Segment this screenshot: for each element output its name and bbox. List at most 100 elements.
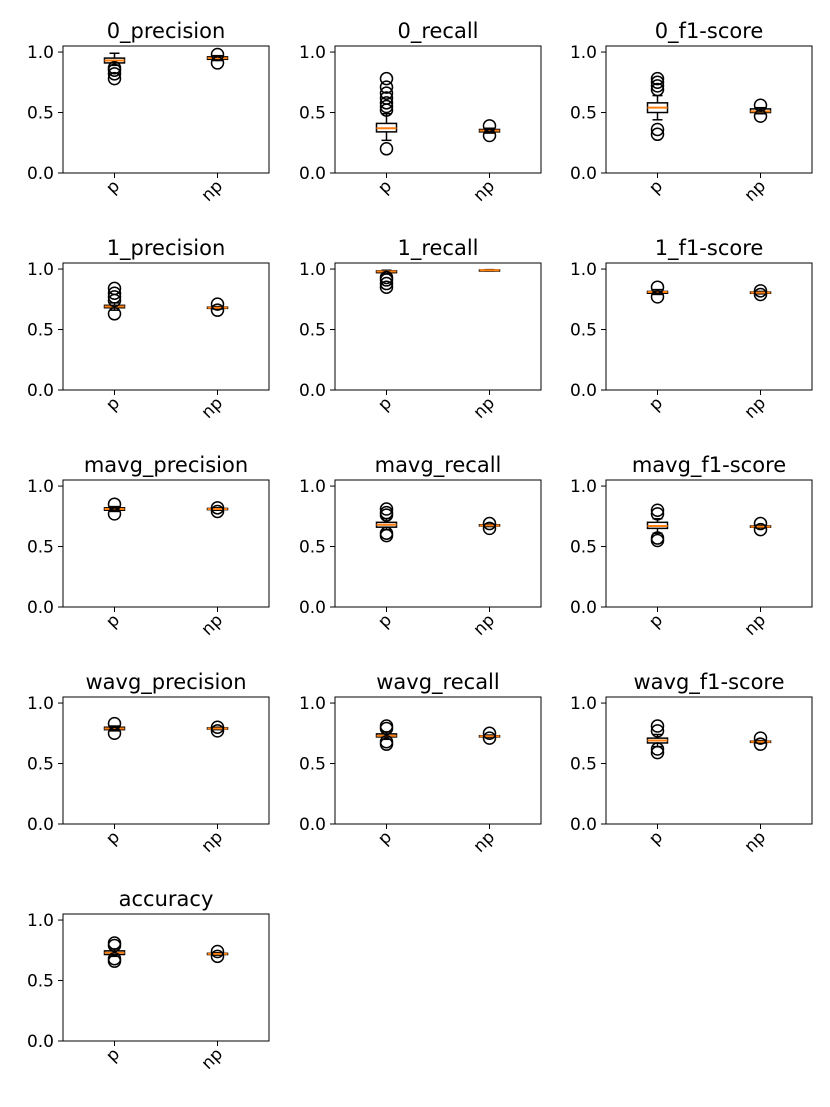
y-tick-label: 0.0 [299, 598, 326, 618]
y-tick-label: 0.5 [570, 104, 597, 124]
y-tick-label: 0.5 [570, 538, 597, 558]
flier-point [210, 720, 225, 734]
x-tick-label: np [741, 610, 770, 639]
subplot-title: accuracy [119, 887, 214, 911]
x-tick-label: p [374, 176, 396, 198]
x-tick-label: p [374, 827, 396, 849]
flier-point [379, 86, 394, 100]
x-tick-label: p [645, 176, 667, 198]
x-tick-label: p [102, 393, 124, 415]
flier-point [379, 719, 394, 733]
flier-point [107, 281, 122, 296]
subplot-mavg_f1-score: mavg_f1-score 0.0 0.5 1.0 p np [570, 453, 813, 640]
flier-point [753, 98, 768, 113]
subplot-title: 1_f1-score [655, 236, 764, 261]
flier-point [107, 952, 122, 966]
x-tick-label: np [198, 610, 227, 639]
x-tick-label: np [198, 827, 227, 856]
y-tick-label: 1.0 [299, 477, 326, 497]
x-tick-label: p [645, 827, 667, 849]
y-tick-label: 0.0 [570, 598, 597, 618]
flier-point [379, 71, 394, 86]
subplot-title: 1_recall [397, 236, 478, 261]
flier-point [210, 724, 225, 738]
y-tick-label: 0.5 [299, 538, 326, 558]
flier-point [107, 936, 122, 950]
flier-point [650, 724, 665, 738]
flier-point [379, 270, 394, 285]
x-tick-label: np [198, 393, 227, 422]
y-tick-label: 1.0 [299, 260, 326, 280]
x-tick-label: np [741, 827, 770, 856]
subplot-accuracy: accuracy 0.0 0.5 1.0 p np [27, 887, 270, 1074]
subplot-title: wavg_precision [85, 670, 246, 695]
flier-point [650, 127, 665, 142]
x-tick-label: np [741, 176, 770, 205]
axes-frame [62, 262, 270, 391]
flier-point [753, 284, 768, 298]
flier-point [482, 731, 497, 745]
flier-point [379, 96, 394, 110]
x-tick-label: p [374, 393, 396, 415]
flier-point [107, 67, 122, 81]
y-tick-label: 0.0 [27, 164, 54, 184]
flier-point [482, 119, 497, 133]
subplot-title: 1_precision [107, 236, 226, 261]
flier-point [650, 75, 665, 90]
x-tick-label: p [645, 610, 667, 632]
flier-point [650, 71, 665, 86]
flier-point [753, 731, 768, 745]
flier-point [650, 280, 665, 294]
y-tick-label: 0.5 [299, 104, 326, 124]
y-tick-label: 1.0 [570, 260, 597, 280]
y-tick-label: 1.0 [27, 694, 54, 714]
axes-frame [62, 696, 270, 825]
flier-point [379, 142, 394, 156]
flier-point [107, 71, 122, 86]
flier-point [210, 501, 225, 515]
flier-point [650, 79, 665, 93]
flier-point [107, 726, 122, 741]
y-tick-label: 0.5 [27, 755, 54, 775]
y-tick-label: 1.0 [27, 477, 54, 497]
flier-point [650, 82, 665, 97]
flier-point [107, 716, 122, 731]
flier-point [210, 297, 225, 311]
subplot-title: mavg_recall [375, 453, 502, 478]
flier-point [379, 502, 394, 516]
flier-point [210, 944, 225, 959]
subplot-title: mavg_f1-score [632, 453, 786, 478]
x-tick-label: p [102, 176, 124, 198]
flier-point [379, 91, 394, 105]
y-tick-label: 0.5 [27, 321, 54, 341]
subplot-0_f1-score: 0_f1-score 0.0 0.5 1.0 p np [570, 19, 813, 206]
x-tick-label: np [470, 393, 499, 422]
x-tick-label: np [198, 1044, 227, 1073]
flier-point [482, 726, 497, 741]
x-tick-label: p [102, 827, 124, 849]
y-tick-label: 1.0 [27, 260, 54, 280]
axes-frame [605, 45, 813, 174]
axes-frame [334, 479, 542, 608]
y-tick-label: 1.0 [299, 694, 326, 714]
y-tick-label: 0.0 [299, 164, 326, 184]
y-tick-label: 1.0 [27, 911, 54, 931]
flier-point [107, 507, 122, 521]
axes-frame [62, 479, 270, 608]
subplot-title: 0_recall [397, 19, 478, 44]
x-tick-label: np [741, 393, 770, 422]
flier-point [753, 737, 768, 751]
subplot-0_recall: 0_recall 0.0 0.5 1.0 p np [299, 19, 542, 206]
flier-point [210, 303, 225, 317]
flier-point [210, 504, 225, 519]
y-tick-label: 0.0 [570, 815, 597, 835]
x-tick-label: p [645, 393, 667, 415]
flier-point [107, 286, 122, 300]
axes-frame [62, 45, 270, 174]
flier-point [210, 949, 225, 964]
x-tick-label: np [470, 176, 499, 205]
subplot-mavg_precision: mavg_precision 0.0 0.5 1.0 p np [27, 453, 270, 640]
flier-point [753, 522, 768, 537]
flier-point [379, 80, 394, 94]
subplot-title: 0_f1-score [655, 19, 764, 44]
